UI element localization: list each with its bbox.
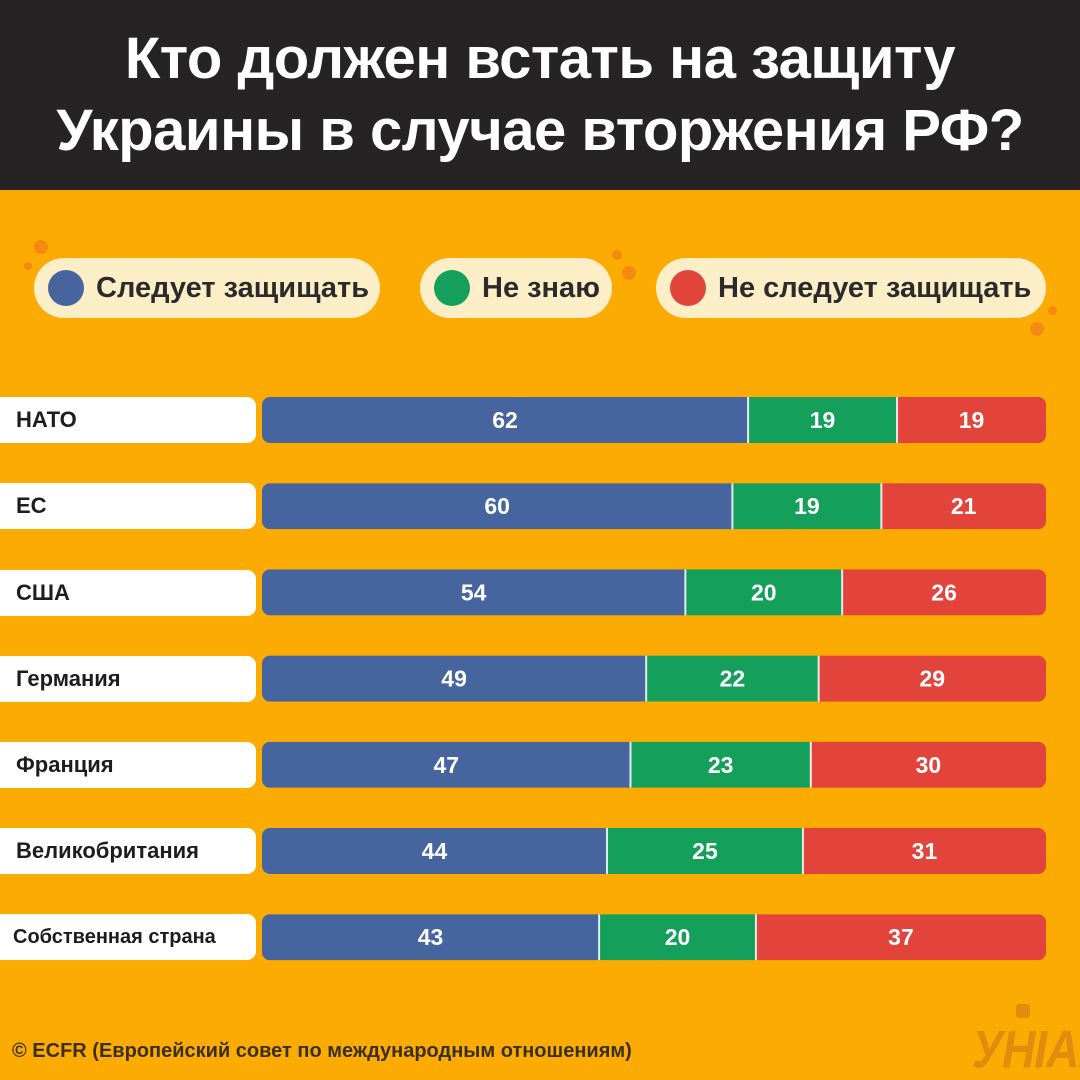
bar-segment-defend [262,569,686,616]
bar-segment-not-defend [842,569,1046,616]
data-label-defend: 47 [433,752,459,778]
data-label-defend: 62 [492,407,518,433]
decor-bubble-icon [612,250,622,260]
bar-segment-defend [262,655,647,702]
segment-divider [896,397,899,443]
decor-bubble-icon [34,240,48,254]
data-label-not-defend: 30 [916,752,942,778]
bar-row [262,397,1046,443]
segment-divider [817,655,820,702]
data-label-defend: 60 [484,493,510,519]
unian-logo: УНІАН [972,1019,1080,1079]
bar-segment-defend [262,914,600,961]
data-label-dont-know: 23 [708,752,734,778]
data-label-not-defend: 29 [920,666,946,692]
data-label-dont-know: 19 [810,407,836,433]
category-label-nato: НАТО [0,397,256,443]
data-label-defend: 49 [441,666,467,692]
category-label-uk: Великобритания [0,828,256,874]
segment-divider [747,397,750,443]
segment-divider [880,483,883,530]
data-label-not-defend: 21 [951,493,977,519]
legend-swatch-green [434,270,470,306]
bar-row [262,828,1046,874]
bar-row [262,483,1046,530]
segment-divider [731,483,734,530]
segment-divider [754,914,757,961]
data-label-not-defend: 19 [959,407,985,433]
data-label-dont-know: 19 [794,493,820,519]
logo-mark-icon [1016,1004,1030,1018]
data-label-defend: 43 [418,924,444,950]
legend-swatch-blue [48,270,84,306]
chart-title-line-1: Кто должен встать на защиту [124,26,956,91]
legend-item-defend: Следует защищать [34,258,380,318]
legend-item-not-defend: Не следует защищать [656,258,1046,318]
segment-divider [605,828,608,874]
bar-segment-dont-know [732,483,882,530]
category-label-france: Франция [0,742,256,788]
bar-row [262,741,1046,788]
decor-bubble-icon [622,266,636,280]
bar-segment-defend [262,483,733,530]
data-label-defend: 44 [422,838,448,864]
bar-segment-dont-know [599,914,756,961]
bar-segment-dont-know [646,655,819,702]
data-label-dont-know: 25 [692,838,718,864]
data-label-dont-know: 22 [720,666,746,692]
legend-label-defend: Следует защищать [96,271,370,304]
chart-title-line-2: Украины в случае вторжения РФ? [56,98,1024,163]
legend-label-dont-know: Не знаю [482,271,600,304]
bar-segment-not-defend [810,741,1046,788]
segment-divider [598,914,601,961]
decor-bubble-icon [1048,306,1057,315]
bar-segment-not-defend [897,397,1046,443]
decor-bubble-icon [24,262,32,270]
bar-segment-dont-know [748,397,898,443]
category-label-eu: ЕС [0,483,256,529]
title-banner: Кто должен встать на защиту Украины в сл… [0,0,1080,190]
data-label-not-defend: 31 [912,838,938,864]
category-label-usa: США [0,570,256,616]
bar-segment-not-defend [802,828,1046,874]
bar-row [262,569,1046,616]
data-label-dont-know: 20 [665,924,691,950]
data-label-dont-know: 20 [751,579,777,605]
category-label-germany: Германия [0,656,256,702]
data-label-not-defend: 26 [931,579,957,605]
segment-divider [841,569,844,616]
bar-segment-dont-know [630,741,811,788]
bar-segment-defend [262,397,749,443]
bar-row [262,914,1046,961]
bar-row [262,655,1046,702]
bar-segment-dont-know [685,569,843,616]
segment-divider [809,741,812,788]
bar-segment-not-defend [755,914,1046,961]
data-label-not-defend: 37 [888,924,914,950]
data-label-defend: 54 [461,579,487,605]
legend-label-not-defend: Не следует защищать [718,271,1032,304]
legend-swatch-red [670,270,706,306]
category-label-own-country: Собственная страна [0,914,256,960]
source-credit: © ECFR (Европейский совет по международн… [12,1040,632,1062]
bar-segment-defend [262,828,607,874]
segment-divider [684,569,687,616]
bar-segment-defend [262,741,631,788]
bar-segment-dont-know [606,828,803,874]
segment-divider [629,741,632,788]
bar-segment-not-defend [881,483,1046,530]
bar-segment-not-defend [818,655,1046,702]
legend-item-dont-know: Не знаю [420,258,612,318]
segment-divider [801,828,804,874]
decor-bubble-icon [1030,322,1044,336]
segment-divider [645,655,648,702]
